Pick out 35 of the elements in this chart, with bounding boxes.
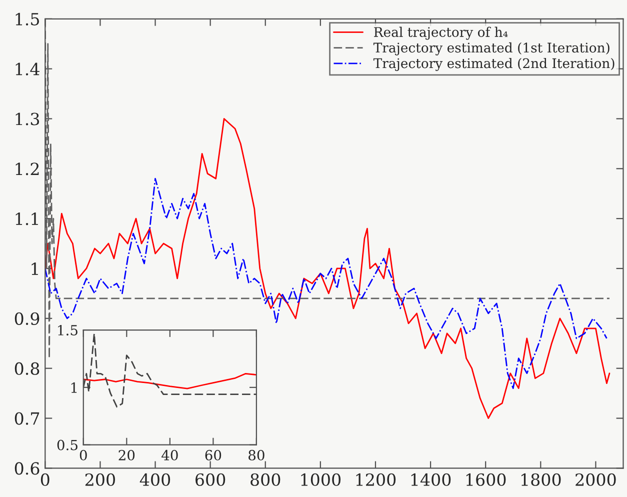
x-tick-label: 400 xyxy=(140,473,170,486)
line-series xyxy=(45,118,610,419)
x-tick-label: 1400 xyxy=(411,473,451,486)
y-tick-label: 1.4 xyxy=(16,62,40,76)
y-tick-label: 1.5 xyxy=(16,12,39,26)
y-tick-label: 0.5 xyxy=(57,440,78,450)
y-tick-label: 1.3 xyxy=(16,112,40,126)
y-tick-label: 1 xyxy=(32,262,38,275)
x-tick-label: 1200 xyxy=(356,473,396,486)
x-tick-label: 20 xyxy=(118,450,135,460)
legend-label: Trajectory estimated (2nd Iteration) xyxy=(373,58,614,71)
x-tick-label: 1600 xyxy=(466,473,506,486)
x-tick-label: 1800 xyxy=(521,473,561,486)
x-tick-label: 0 xyxy=(40,473,50,486)
x-tick-label: 600 xyxy=(196,473,226,486)
x-tick-label: 800 xyxy=(250,473,280,486)
y-tick-label: 0.9 xyxy=(14,312,40,325)
x-tick-label: 60 xyxy=(205,450,222,460)
x-tick-label: 1000 xyxy=(301,473,341,486)
legend-label: Trajectory estimated (1st Iteration) xyxy=(373,42,610,56)
y-tick-label: 0.6 xyxy=(14,462,40,475)
legend-label: Real trajectory of h₄ xyxy=(374,26,508,40)
y-tick-label: 1.2 xyxy=(16,162,39,176)
x-tick-label: 2000 xyxy=(576,473,616,486)
y-tick-label: 1 xyxy=(71,382,77,393)
x-tick-label: 0 xyxy=(80,450,87,460)
x-tick-label: 80 xyxy=(248,450,264,460)
y-tick-label: 0.7 xyxy=(14,412,40,425)
y-tick-label: 1.5 xyxy=(58,324,78,336)
y-tick-label: 1.1 xyxy=(16,212,38,226)
line-series xyxy=(83,332,256,408)
x-tick-label: 40 xyxy=(162,450,178,460)
line-series xyxy=(83,372,256,390)
x-tick-label: 200 xyxy=(85,473,115,486)
y-tick-label: 0.8 xyxy=(14,362,40,375)
